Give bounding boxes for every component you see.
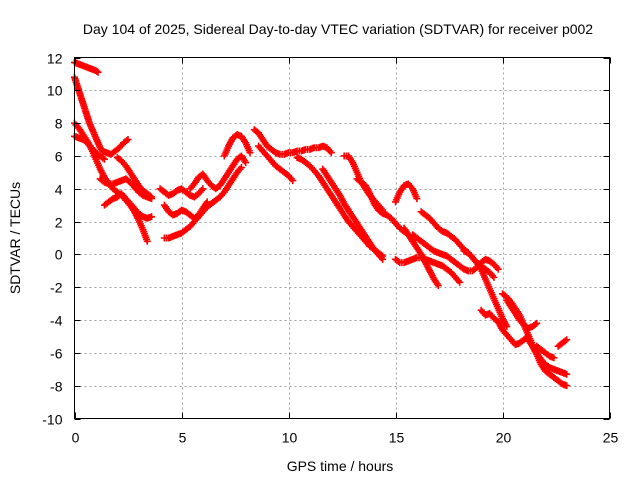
y-tick-label: -4	[50, 313, 63, 329]
x-tick-label: 20	[496, 430, 512, 446]
data-point	[246, 149, 254, 157]
y-tick-label: -2	[50, 280, 63, 296]
data-point	[148, 193, 156, 201]
y-tick-label: 2	[55, 215, 63, 231]
tick-marks	[74, 57, 611, 420]
series-track-d	[71, 132, 108, 163]
y-tick-label: 4	[55, 182, 63, 198]
data-point	[94, 68, 102, 76]
x-axis-label: GPS time / hours	[287, 458, 394, 474]
data-point	[550, 354, 558, 362]
data-point	[237, 163, 245, 171]
data-point	[503, 323, 511, 331]
data-point	[289, 177, 297, 185]
data-points	[71, 58, 571, 390]
data-point	[199, 185, 207, 193]
data-point	[531, 320, 539, 328]
chart-title: Day 104 of 2025, Sidereal Day-to-day VTE…	[83, 21, 593, 37]
y-tick-label: -10	[42, 412, 62, 428]
series-track-ad	[554, 336, 571, 350]
y-tick-label: 10	[47, 83, 63, 99]
y-tick-label: 6	[55, 149, 63, 165]
x-tick-label: 10	[282, 430, 298, 446]
y-axis-tick-labels: -10 -8 -6 -4 -2 0 2 4 6 8 10 12	[42, 51, 62, 428]
series-track-n	[255, 142, 297, 185]
data-point	[456, 278, 464, 286]
data-point	[93, 67, 101, 75]
series-track-ab	[524, 336, 571, 390]
series-track-b	[71, 73, 132, 158]
y-tick-label: 12	[47, 51, 63, 67]
x-tick-label: 0	[72, 430, 80, 446]
y-axis-label: SDTVAR / TECUs	[7, 182, 23, 294]
x-tick-label: 5	[179, 430, 187, 446]
data-point	[379, 255, 387, 263]
data-point	[143, 237, 151, 245]
x-tick-label: 25	[603, 430, 619, 446]
data-point	[434, 282, 442, 290]
data-point	[394, 258, 402, 266]
y-tick-label: 0	[55, 247, 63, 263]
data-point	[124, 136, 132, 144]
series-track-f	[100, 190, 156, 222]
series-track-x	[460, 247, 511, 331]
x-tick-label: 15	[389, 430, 405, 446]
data-point	[146, 192, 154, 200]
x-axis-tick-labels: 0 5 10 15 20 25	[72, 430, 619, 446]
data-point	[563, 336, 571, 344]
series-track-j	[160, 163, 245, 242]
series-track-l	[220, 131, 254, 160]
data-point	[242, 159, 250, 167]
y-tick-label: -6	[50, 346, 63, 362]
series-track-v	[409, 231, 502, 275]
grid-layer	[74, 57, 610, 419]
series-track-ac	[533, 342, 558, 362]
data-point	[327, 149, 335, 157]
y-tick-label: -8	[50, 379, 63, 395]
data-point	[563, 370, 571, 378]
data-point	[100, 155, 108, 163]
data-point	[123, 137, 131, 145]
series-track-aa	[503, 296, 541, 332]
series-track-s	[392, 180, 421, 206]
series-track-e	[96, 175, 156, 203]
data-point	[533, 319, 541, 327]
y-tick-label: 8	[55, 116, 63, 132]
data-point	[563, 382, 571, 390]
data-point	[413, 195, 421, 203]
data-point	[148, 213, 156, 221]
data-point	[490, 273, 498, 281]
series-track-g	[113, 154, 156, 201]
data-point	[561, 337, 569, 345]
series-track-a	[71, 58, 102, 76]
series-track-m	[250, 126, 335, 158]
series-track-p	[319, 165, 387, 263]
data-point	[99, 154, 107, 162]
series-track-u	[400, 224, 442, 290]
series-track-t	[392, 254, 464, 286]
series-track-h	[156, 185, 207, 201]
series-track-k	[186, 152, 250, 193]
plot-frame	[74, 57, 610, 419]
data-point	[494, 265, 502, 273]
